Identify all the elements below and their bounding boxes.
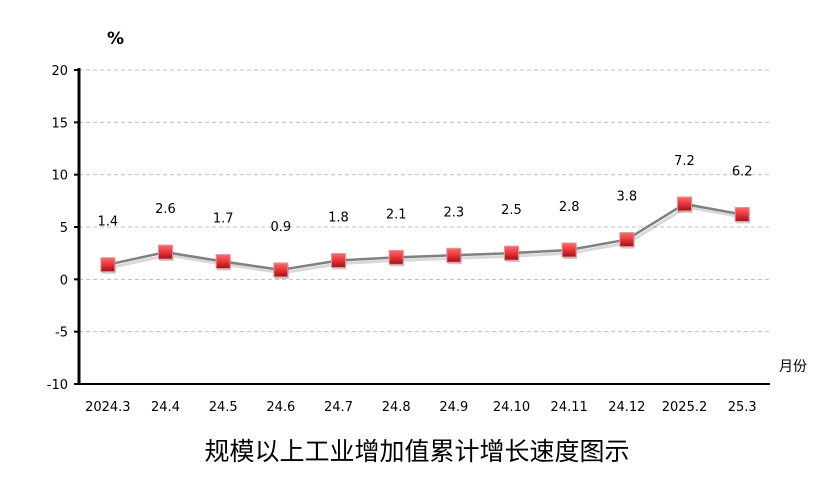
x-tick-label: 24.10 xyxy=(493,400,530,415)
x-tick-label: 24.4 xyxy=(151,400,180,415)
data-point-marker xyxy=(504,245,519,261)
y-tick-label: 15 xyxy=(51,116,68,131)
x-tick-label: 24.9 xyxy=(439,400,468,415)
data-label: 2.3 xyxy=(443,205,464,220)
y-tick-label: -5 xyxy=(55,326,68,341)
x-tick-label: 24.7 xyxy=(324,400,353,415)
x-tick-label: 24.11 xyxy=(551,400,588,415)
y-tick-label: 10 xyxy=(51,169,68,184)
data-point-marker xyxy=(446,247,462,263)
y-tick-label: 20 xyxy=(51,64,68,79)
x-axis-unit: 月份 xyxy=(779,359,807,375)
data-label: 1.7 xyxy=(213,212,234,227)
data-label: 0.9 xyxy=(270,220,291,235)
y-tick-label: 5 xyxy=(60,221,68,236)
data-label: 1.4 xyxy=(97,215,118,230)
x-tick-label: 24.5 xyxy=(209,400,238,415)
data-point-marker xyxy=(158,244,173,260)
series-line-shadow xyxy=(109,205,745,275)
data-label: 2.5 xyxy=(501,203,522,218)
data-label: 3.8 xyxy=(616,190,637,205)
chart-title: 规模以上工业增加值累计增长速度图示 xyxy=(204,437,630,466)
y-tick-label: 0 xyxy=(60,273,68,288)
data-label: 2.1 xyxy=(386,207,407,222)
data-point-marker xyxy=(677,196,692,212)
y-axis-unit: % xyxy=(107,29,125,49)
x-tick-label: 24.8 xyxy=(382,400,411,415)
data-point-marker xyxy=(273,262,289,278)
x-tick-label: 24.6 xyxy=(266,400,295,415)
data-label: 1.8 xyxy=(328,210,349,225)
data-point-marker xyxy=(331,252,346,268)
x-tick-label: 2024.3 xyxy=(85,400,131,415)
x-tick-label: 24.12 xyxy=(608,400,645,415)
data-point-marker xyxy=(561,242,577,258)
data-point-marker xyxy=(734,206,750,222)
data-point-marker xyxy=(388,249,404,265)
data-label: 7.2 xyxy=(674,154,695,169)
x-tick-label: 25.3 xyxy=(728,400,757,415)
data-label: 2.6 xyxy=(155,202,176,217)
y-tick-label: -10 xyxy=(47,378,68,393)
data-point-marker xyxy=(100,257,116,273)
x-tick-label: 2025.2 xyxy=(662,400,708,415)
data-label: 6.2 xyxy=(732,164,753,179)
data-label: 2.8 xyxy=(559,200,580,215)
data-point-marker xyxy=(619,232,635,248)
data-point-marker xyxy=(215,254,231,270)
series-line xyxy=(107,202,743,272)
